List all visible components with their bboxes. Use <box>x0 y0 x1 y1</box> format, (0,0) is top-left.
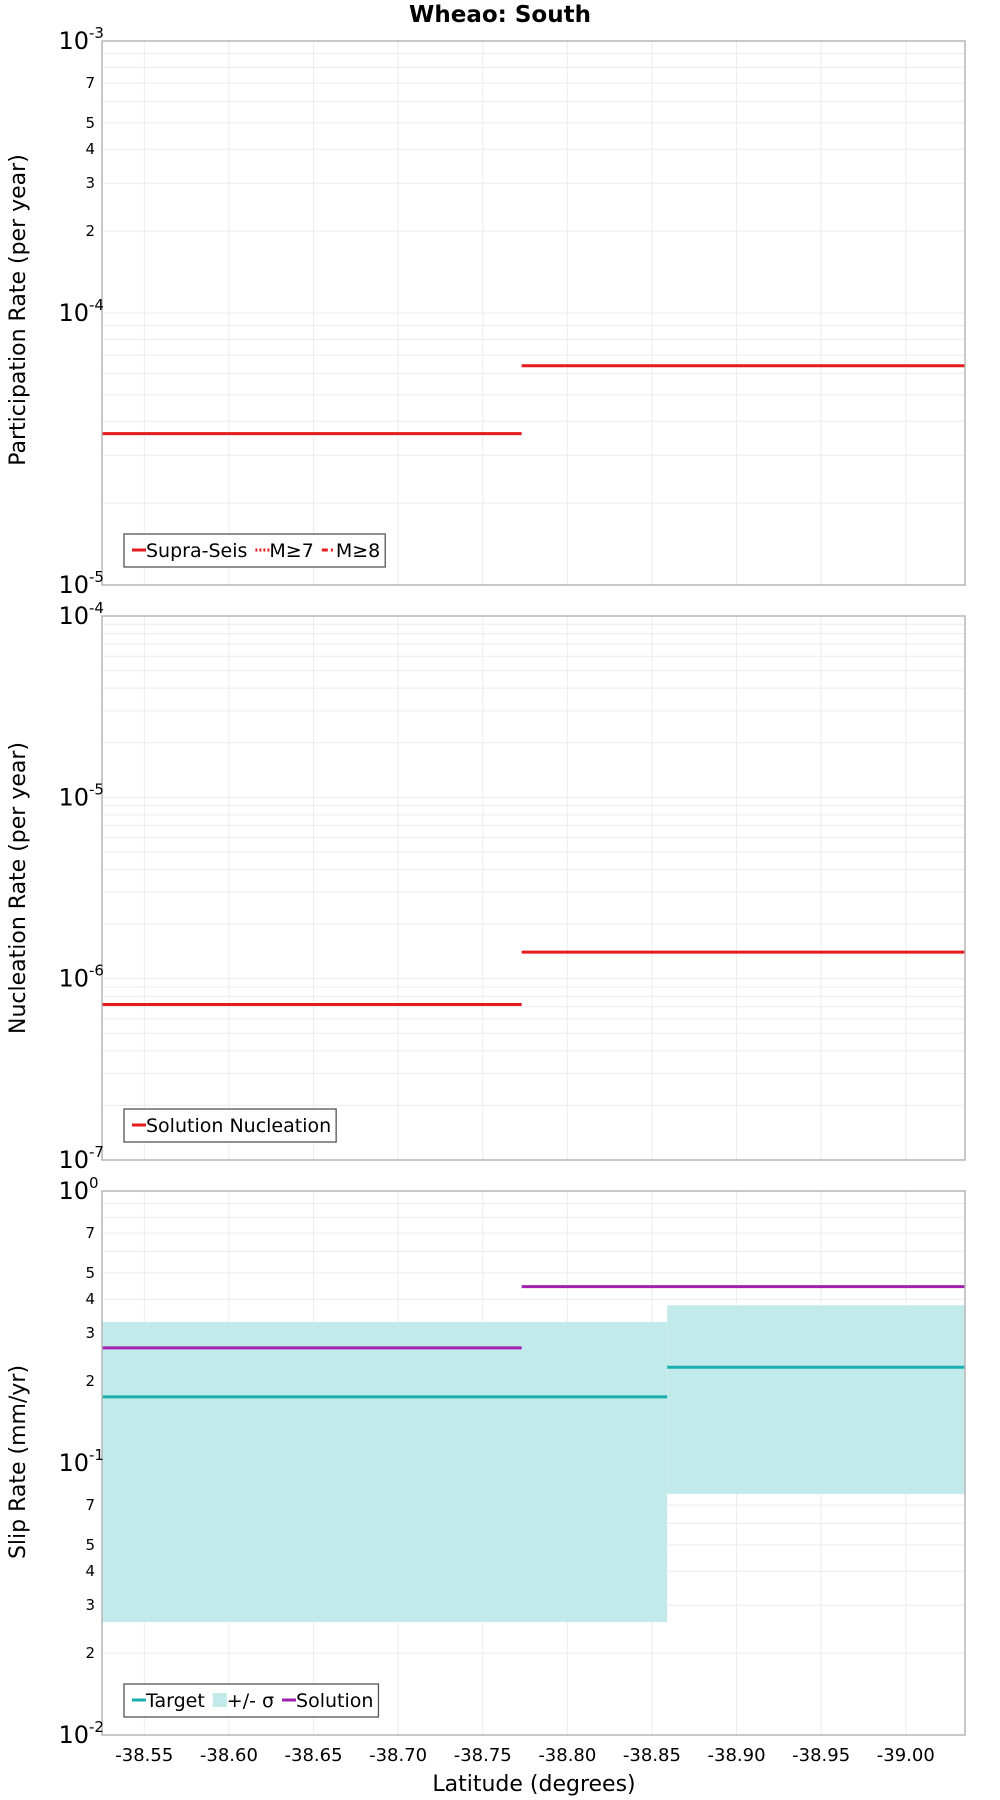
x-tick-label: -39.00 <box>877 1745 935 1766</box>
sigma-band-segment <box>102 1321 668 1623</box>
y-minor-tick-label: 2 <box>85 222 95 240</box>
y-tick-label: 10 <box>58 1146 89 1174</box>
legend: Target +/- σ Solution <box>123 1683 380 1718</box>
y-tick-label: 10 <box>58 1177 89 1205</box>
plot-frame <box>101 40 966 586</box>
y-tick-label: 10 <box>58 602 89 630</box>
legend-label-solution: Solution <box>296 1690 373 1712</box>
x-tick-label: -38.60 <box>200 1745 258 1766</box>
sigma-band-segment <box>667 1305 965 1494</box>
x-tick-label: -38.55 <box>115 1745 173 1766</box>
legend-label-target: Target <box>145 1690 205 1712</box>
y-tick-exponent: -5 <box>89 568 104 586</box>
legend-label-solution-nucleation: Solution Nucleation <box>146 1115 331 1137</box>
legend: Solution Nucleation <box>123 1108 337 1143</box>
y-minor-tick-label: 7 <box>85 1224 95 1242</box>
legend-label-sigma: +/- σ <box>227 1690 274 1712</box>
y-tick-exponent: -3 <box>89 24 104 42</box>
y-minor-tick-label: 3 <box>85 1324 95 1342</box>
x-tick-label: -38.80 <box>538 1745 596 1766</box>
y-tick-exponent: -6 <box>89 962 104 980</box>
x-tick-label: -38.70 <box>369 1745 427 1766</box>
x-axis-label: Latitude (degrees) <box>432 1772 635 1797</box>
y-axis-label: Participation Rate (per year) <box>6 154 31 466</box>
x-tick-label: -38.95 <box>792 1745 850 1766</box>
y-tick-exponent: -2 <box>89 1718 104 1736</box>
y-axis-label: Slip Rate (mm/yr) <box>6 1365 31 1559</box>
y-minor-tick-label: 5 <box>85 1264 95 1282</box>
legend-box <box>123 1683 380 1718</box>
y-minor-tick-label: 2 <box>85 1644 95 1662</box>
legend-label-supra-seis: Supra-Seis <box>146 540 247 562</box>
y-tick-label: 10 <box>58 1721 89 1749</box>
y-tick-label: 10 <box>58 965 89 993</box>
x-axis: -38.55 -38.60 -38.65 -38.70 -38.75 -38.80 -38.… <box>115 1745 935 1766</box>
x-tick-label: -38.85 <box>623 1745 681 1766</box>
y-tick-label: 10 <box>58 27 89 55</box>
y-tick-exponent: -4 <box>89 599 104 617</box>
x-tick-label: -38.65 <box>285 1745 343 1766</box>
y-tick-exponent: -5 <box>89 780 104 798</box>
y-minor-tick-label: 3 <box>85 174 95 192</box>
legend: Supra-Seis M≥7 M≥8 <box>123 533 386 568</box>
x-tick-label: -38.75 <box>454 1745 512 1766</box>
y-minor-tick-label: 7 <box>85 74 95 92</box>
plot-area <box>102 616 965 1160</box>
y-minor-tick-label: 2 <box>85 1372 95 1390</box>
legend-box <box>123 533 386 568</box>
legend-swatch-sigma <box>212 1693 227 1707</box>
y-minor-tick-label: 5 <box>85 114 95 132</box>
legend-label-m-7: M≥7 <box>269 540 313 562</box>
y-tick-label: 10 <box>58 1449 89 1477</box>
y-tick-label: 10 <box>58 783 89 811</box>
y-minor-tick-label: 3 <box>85 1596 95 1614</box>
y-axis-label: Nucleation Rate (per year) <box>6 742 31 1034</box>
y-tick-exponent: -1 <box>89 1446 104 1464</box>
y-tick-label: 10 <box>58 571 89 599</box>
y-tick-label: 10 <box>58 299 89 327</box>
y-tick-exponent: -7 <box>89 1143 104 1161</box>
plot-frame <box>101 615 966 1161</box>
x-tick-label: -38.90 <box>708 1745 766 1766</box>
plot-frame <box>101 1190 966 1736</box>
chart-title: Wheao: South <box>409 2 591 28</box>
y-tick-exponent: 0 <box>89 1174 99 1192</box>
y-minor-tick-label: 5 <box>85 1536 95 1554</box>
legend-box <box>123 1108 337 1143</box>
y-minor-tick-label: 7 <box>85 1496 95 1514</box>
y-minor-tick-label: 4 <box>85 1562 95 1580</box>
y-tick-exponent: -4 <box>89 296 104 314</box>
y-minor-tick-label: 4 <box>85 1290 95 1308</box>
y-minor-tick-label: 4 <box>85 140 95 158</box>
legend-label-m-8: M≥8 <box>336 540 380 562</box>
